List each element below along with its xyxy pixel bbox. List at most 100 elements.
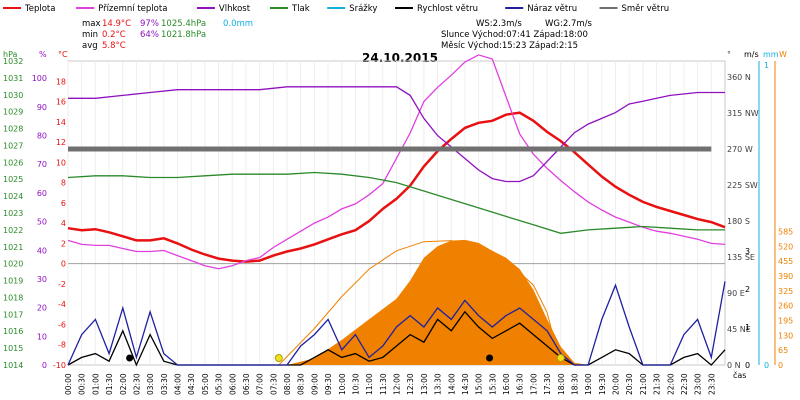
tick-pct: 100 xyxy=(32,74,47,83)
stat-max-temp: 14.9°C xyxy=(102,19,131,29)
x-tick-label: 12:30 xyxy=(406,373,415,395)
tick-hpa: 1018 xyxy=(3,293,23,302)
x-tick-label: 20:30 xyxy=(625,373,634,395)
tick-wm2: 585 xyxy=(778,227,793,236)
tick-wm2: 390 xyxy=(778,272,793,281)
x-tick-label: 05:30 xyxy=(215,373,224,395)
tick-degc: -8 xyxy=(58,341,66,350)
series-solar-radiation xyxy=(287,239,589,365)
tick-pct: 60 xyxy=(37,189,47,198)
stat-min-label: min xyxy=(82,30,98,40)
legend-label-feels-like: Přízemní teplota xyxy=(98,4,167,14)
x-tick-label: 22:00 xyxy=(666,373,675,395)
x-tick-label: 18:00 xyxy=(557,373,566,395)
tick-hpa: 1023 xyxy=(3,209,23,218)
tick-degc: 16 xyxy=(56,98,66,107)
sun-times: Slunce Východ:07:41 Západ:18:00 xyxy=(441,30,588,40)
tick-ms: 1 xyxy=(745,323,750,332)
tick-wm2: 0 xyxy=(778,361,783,370)
tick-hpa: 1030 xyxy=(3,91,23,100)
x-tick-label: 06:00 xyxy=(228,373,237,395)
info-block: WS:2.3m/s WG:2.7m/s Slunce Východ:07:41 … xyxy=(441,19,593,51)
tick-direction: 315 NW xyxy=(727,109,759,118)
tick-hpa: 1019 xyxy=(3,277,23,286)
stat-avg-label: avg xyxy=(82,41,98,51)
tick-ms: 2 xyxy=(745,285,750,294)
tick-pct: 90 xyxy=(37,103,47,112)
axis-title-hpa: hPa xyxy=(3,50,18,59)
x-tick-label: 04:00 xyxy=(174,373,183,395)
x-tick-label: 01:30 xyxy=(105,373,114,395)
tick-hpa: 1020 xyxy=(3,260,23,269)
x-tick-label: 23:30 xyxy=(707,373,716,395)
tick-degc: 10 xyxy=(56,158,66,167)
tick-hpa: 1025 xyxy=(3,175,23,184)
plot-area: 1014101510161017101810191020102110221023… xyxy=(3,54,793,395)
tick-degc: -4 xyxy=(58,300,66,309)
x-tick-label: 12:00 xyxy=(393,373,402,395)
legend: Teplota Přízemní teplota Vlhkost Tlak Srážky… xyxy=(3,4,669,14)
tick-hpa: 1027 xyxy=(3,141,23,150)
tick-hpa: 1028 xyxy=(3,125,23,134)
tick-direction: 180 S xyxy=(727,217,750,226)
stat-min-hum: 64% xyxy=(140,30,159,40)
legend-label-temperature: Teplota xyxy=(24,4,55,14)
tick-wm2: 325 xyxy=(778,287,793,296)
tick-hpa: 1016 xyxy=(3,327,23,336)
x-tick-label: 18:30 xyxy=(570,373,579,395)
tick-degc: 0 xyxy=(61,260,66,269)
tick-pct: 80 xyxy=(37,132,47,141)
sunrise-marker xyxy=(274,354,283,362)
tick-ms: 0 xyxy=(745,361,750,370)
x-tick-label: 03:00 xyxy=(146,373,155,395)
tick-direction: 90 E xyxy=(727,289,745,298)
axis-title-mm: mm xyxy=(763,50,779,59)
chart-date: 24.10.2015 xyxy=(362,51,438,65)
x-tick-label: 13:30 xyxy=(434,373,443,395)
tick-pct: 70 xyxy=(37,160,47,169)
tick-mm: 0 xyxy=(764,361,769,370)
tick-degc: 6 xyxy=(61,199,66,208)
stat-max-press: 1025.4hPa xyxy=(161,19,206,29)
x-tick-label: 16:30 xyxy=(516,373,525,395)
wind-gust-avg: WG:2.7m/s xyxy=(545,19,593,29)
stat-max-rain: 0.0mm xyxy=(223,19,253,29)
x-tick-label: 11:30 xyxy=(379,373,388,395)
tick-hpa: 1029 xyxy=(3,108,23,117)
tick-direction: 270 W xyxy=(727,145,753,154)
x-tick-label: 10:00 xyxy=(338,373,347,395)
tick-wm2: 195 xyxy=(778,316,793,325)
stat-min-temp: 0.2°C xyxy=(102,30,126,40)
x-tick-label: 00:30 xyxy=(78,373,87,395)
tick-direction: 0 N xyxy=(727,361,741,370)
x-tick-label: 08:30 xyxy=(297,373,306,395)
series-wind-speed xyxy=(67,310,726,367)
series-feels-like xyxy=(67,54,726,270)
tick-wm2: 130 xyxy=(778,331,793,340)
tick-degc: 18 xyxy=(56,77,66,86)
x-tick-label: 05:00 xyxy=(201,373,210,395)
axis-title-wm2: W xyxy=(779,50,787,59)
legend-label-wind-speed: Rychlost větru xyxy=(417,4,478,14)
tick-wm2: 520 xyxy=(778,242,793,251)
tick-pct: 10 xyxy=(37,332,47,341)
legend-label-wind-gust: Náraz větru xyxy=(527,4,577,14)
tick-direction: 225 SW xyxy=(727,181,758,190)
x-tick-label: 06:30 xyxy=(242,373,251,395)
stat-avg-temp: 5.8°C xyxy=(102,41,126,51)
axis-title-time: čas xyxy=(733,370,746,380)
tick-degc: 2 xyxy=(61,239,66,248)
x-tick-label: 11:00 xyxy=(365,373,374,395)
tick-degc: -10 xyxy=(53,361,66,370)
legend-label-wind-direction: Směr větru xyxy=(622,4,670,14)
x-tick-label: 14:00 xyxy=(447,373,456,395)
tick-hpa: 1032 xyxy=(3,57,23,66)
tick-degc: 12 xyxy=(56,138,66,147)
tick-wm2: 65 xyxy=(778,346,788,355)
x-tick-label: 10:30 xyxy=(351,373,360,395)
x-tick-label: 02:30 xyxy=(132,373,141,395)
stats-block: max 14.9°C 97% 1025.4hPa 0.0mm min 0.2°C… xyxy=(82,19,253,51)
x-tick-label: 19:00 xyxy=(584,373,593,395)
wind-speed-avg: WS:2.3m/s xyxy=(476,19,522,29)
